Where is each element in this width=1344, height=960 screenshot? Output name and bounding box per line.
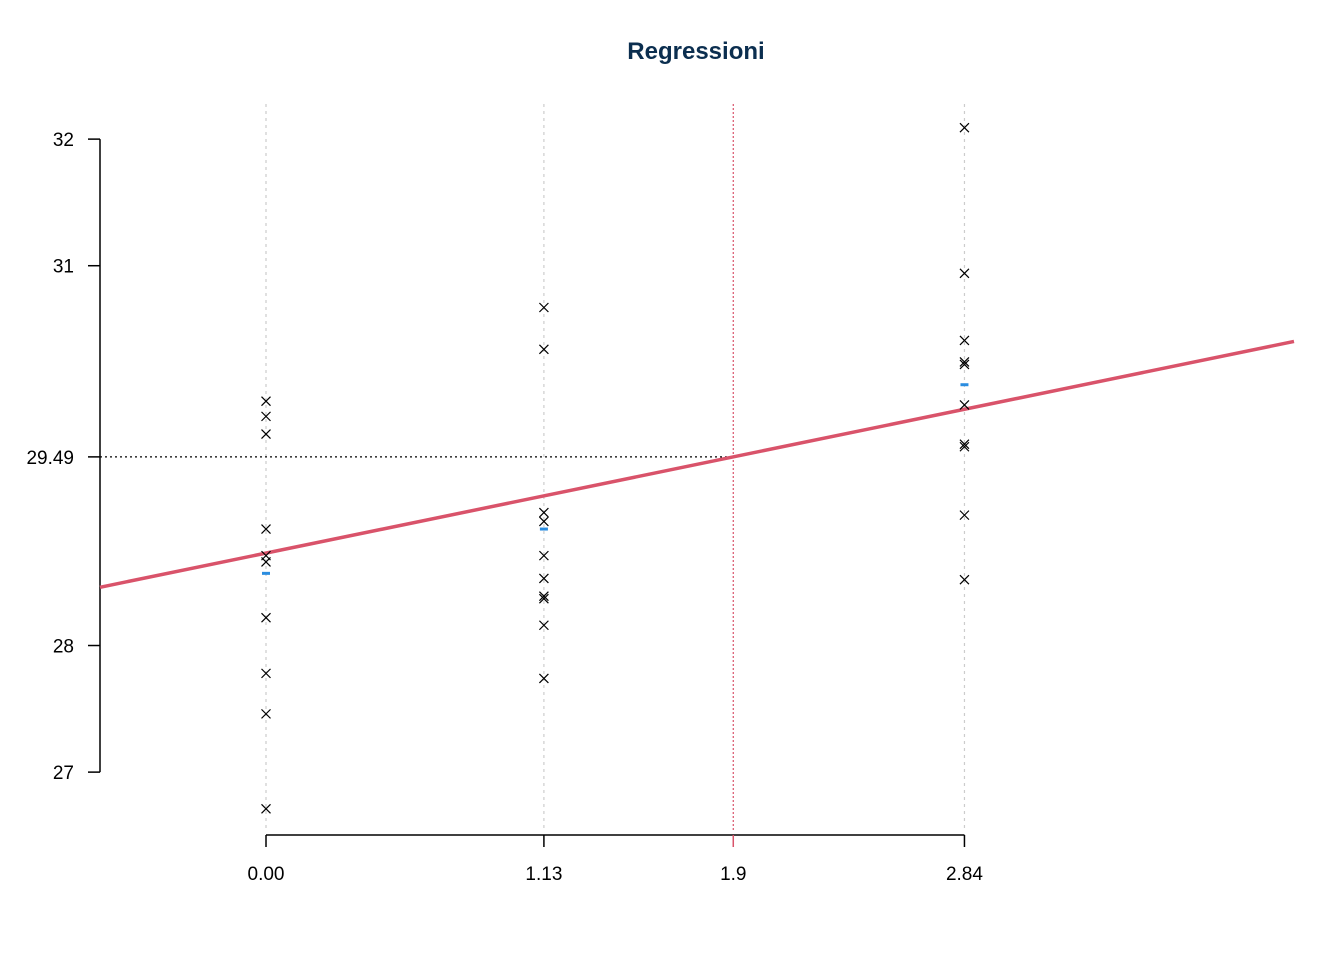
data-point: [538, 516, 549, 527]
data-point: [261, 668, 271, 679]
data-point: [538, 344, 549, 355]
y-tick-label: 32: [53, 130, 74, 151]
y-tick-label: 27: [53, 763, 74, 784]
data-point: [959, 122, 970, 133]
chart-title: Regressioni: [627, 38, 764, 65]
y-tick-label: 28: [53, 637, 74, 658]
x-tick-label: 0.00: [248, 864, 285, 885]
data-point: [959, 359, 970, 370]
data-point: [538, 591, 549, 602]
data-point: [261, 396, 271, 407]
data-point: [261, 524, 271, 534]
data-point: [538, 673, 549, 684]
y-tick-label: 31: [53, 257, 74, 278]
data-point: [959, 441, 970, 452]
data-point: [538, 573, 549, 584]
data-point: [538, 593, 549, 604]
data-point: [959, 400, 970, 410]
data-point: [538, 302, 549, 313]
data-point: [261, 429, 271, 440]
reference-lines: [100, 104, 734, 831]
data-point: [959, 268, 970, 279]
regression-layer: [99, 339, 1295, 589]
x-tick-label: 1.9: [720, 864, 746, 885]
x-tick-label: 2.84: [946, 864, 983, 885]
data-point: [261, 803, 271, 814]
data-point: [261, 411, 271, 422]
data-point: [959, 357, 970, 367]
data-point: [261, 708, 271, 719]
group-means: [262, 383, 969, 575]
data-point: [538, 620, 549, 631]
data-point: [261, 612, 271, 623]
data-point: [959, 335, 970, 346]
data-point: [959, 510, 970, 521]
x-tick-label: 1.13: [525, 864, 562, 885]
data-point: [959, 439, 970, 450]
data-point: [538, 550, 549, 561]
y-tick-label: 29.49: [26, 448, 74, 469]
data-point: [261, 557, 271, 567]
regression-line: [99, 339, 1295, 589]
data-points: [261, 122, 970, 814]
data-point: [959, 574, 970, 585]
axes: 27 28 29.49 31 32 0.00 1.13 1.9 2.84: [26, 130, 983, 885]
data-point: [538, 507, 549, 518]
group-guide-lines: [265, 104, 966, 831]
